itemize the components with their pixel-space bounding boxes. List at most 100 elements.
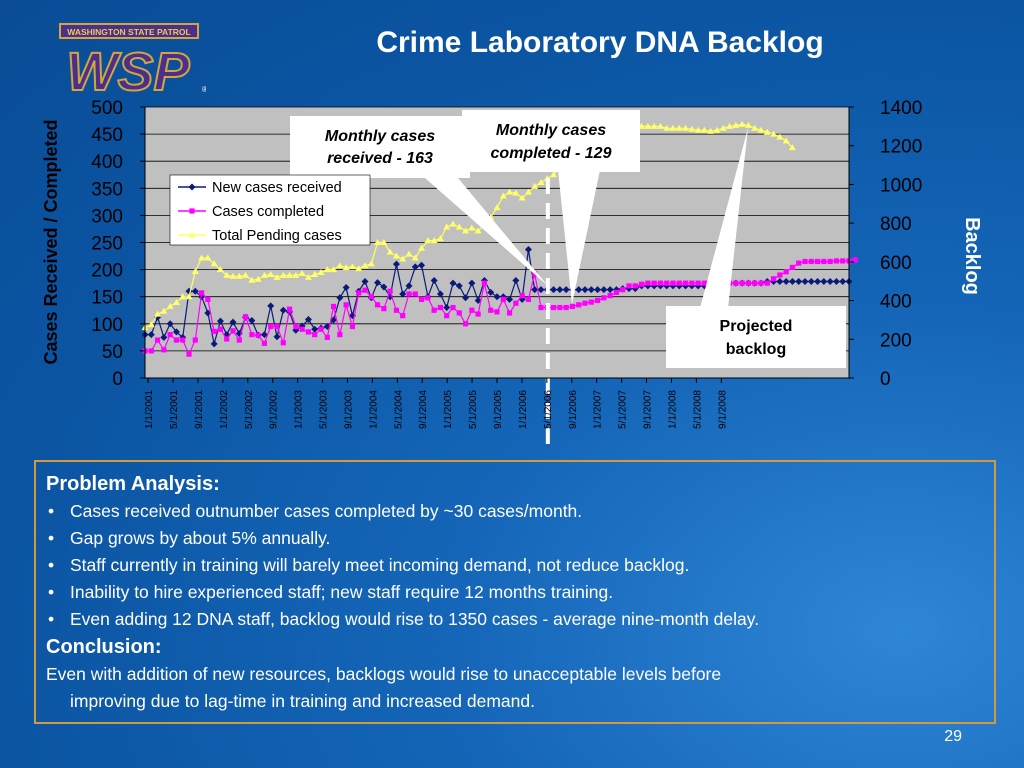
data-point bbox=[744, 121, 752, 128]
data-point bbox=[763, 128, 771, 135]
data-point bbox=[840, 258, 846, 264]
data-point bbox=[468, 279, 476, 287]
data-point bbox=[147, 331, 155, 339]
data-point bbox=[764, 280, 770, 286]
data-point bbox=[626, 283, 632, 289]
data-point bbox=[839, 278, 847, 286]
dna-backlog-chart: 0 50 100 150 200 250 300 350 400 450 500 0 200 400 600… bbox=[41, 98, 983, 429]
data-point bbox=[788, 144, 796, 151]
data-point bbox=[368, 294, 374, 300]
data-point bbox=[456, 310, 462, 316]
callout-projected-line2: backlog bbox=[726, 341, 786, 358]
y2-tick-label: 400 bbox=[880, 292, 912, 313]
data-point bbox=[293, 323, 299, 330]
data-point bbox=[607, 293, 613, 299]
data-point bbox=[713, 126, 721, 133]
data-point bbox=[211, 328, 217, 334]
axes-layer: 0 50 100 150 200 250 300 350 400 450 500 0 200 400 600… bbox=[41, 98, 983, 429]
data-point bbox=[738, 120, 746, 127]
data-point bbox=[431, 307, 437, 313]
data-point bbox=[205, 296, 211, 303]
data-point bbox=[173, 337, 180, 343]
problem-analysis-box: Problem Analysis: Cases received outnumb… bbox=[34, 460, 996, 724]
y2-tick-label: 1400 bbox=[880, 98, 922, 119]
data-point bbox=[827, 258, 833, 265]
data-point bbox=[852, 257, 858, 263]
data-point bbox=[374, 302, 381, 308]
data-point bbox=[412, 291, 418, 297]
data-point bbox=[317, 269, 325, 276]
x-tick-label: 5/1/2003 bbox=[319, 390, 330, 429]
y2-tick-label: 200 bbox=[880, 330, 912, 351]
data-point bbox=[355, 265, 363, 272]
data-point bbox=[405, 282, 413, 290]
data-point bbox=[216, 317, 224, 325]
data-point bbox=[299, 326, 305, 332]
x-tick-label: 5/1/2002 bbox=[244, 390, 255, 429]
data-point bbox=[462, 321, 469, 327]
data-point bbox=[418, 296, 425, 303]
y-tick-label: 500 bbox=[91, 98, 123, 119]
data-point bbox=[449, 279, 457, 287]
data-point bbox=[304, 273, 312, 280]
data-point bbox=[356, 290, 362, 296]
data-point bbox=[645, 280, 651, 286]
data-point bbox=[273, 273, 281, 280]
y-tick-label: 150 bbox=[91, 288, 123, 309]
data-point bbox=[512, 189, 520, 196]
x-tick-label: 1/1/2003 bbox=[294, 390, 305, 429]
data-point bbox=[664, 280, 670, 286]
data-point bbox=[392, 260, 400, 268]
data-point bbox=[425, 295, 431, 301]
data-point bbox=[154, 337, 161, 343]
bullet-item: Cases received outnumber cases completed… bbox=[46, 498, 984, 525]
data-point bbox=[229, 272, 237, 279]
page-number: 29 bbox=[944, 728, 962, 745]
data-point bbox=[745, 280, 752, 286]
data-point bbox=[336, 294, 344, 302]
data-point bbox=[380, 239, 388, 245]
slide-title: Crime Laboratory DNA Backlog bbox=[376, 26, 824, 59]
data-point bbox=[323, 266, 331, 273]
data-point bbox=[468, 224, 476, 231]
data-point bbox=[279, 306, 287, 314]
data-point bbox=[374, 279, 382, 287]
y-tick-label: 100 bbox=[91, 315, 123, 336]
callout-projected-pointer bbox=[700, 128, 748, 308]
y2-tick-label: 1000 bbox=[880, 175, 922, 196]
data-point bbox=[682, 124, 690, 131]
data-point bbox=[210, 260, 218, 267]
data-point bbox=[261, 340, 268, 346]
data-point bbox=[216, 266, 224, 273]
data-point bbox=[676, 280, 682, 286]
data-point bbox=[594, 297, 601, 304]
data-point bbox=[550, 171, 558, 178]
data-point bbox=[185, 293, 193, 300]
x-tick-label: 5/1/2007 bbox=[618, 390, 629, 429]
data-point bbox=[782, 137, 790, 144]
data-point bbox=[475, 311, 481, 317]
data-point bbox=[405, 250, 413, 257]
data-point bbox=[267, 302, 275, 310]
y2-tick-label: 0 bbox=[880, 369, 891, 390]
data-point bbox=[172, 328, 180, 336]
data-point bbox=[651, 280, 657, 286]
logo-wsp-mark: WSP bbox=[66, 42, 190, 96]
data-point bbox=[506, 188, 514, 195]
data-point bbox=[418, 261, 426, 269]
data-point bbox=[437, 304, 444, 311]
data-point bbox=[796, 260, 802, 266]
data-point bbox=[337, 332, 343, 338]
callout-completed-line2: completed - 129 bbox=[491, 145, 612, 162]
data-point bbox=[161, 347, 167, 353]
data-point bbox=[230, 328, 236, 334]
data-point bbox=[154, 310, 162, 317]
data-point bbox=[481, 280, 488, 286]
x-tick-label: 5/1/2008 bbox=[692, 390, 703, 429]
data-point bbox=[494, 309, 500, 315]
data-point bbox=[374, 239, 382, 245]
data-point bbox=[777, 272, 783, 278]
data-point bbox=[399, 290, 407, 298]
data-point bbox=[223, 271, 231, 278]
data-point bbox=[455, 223, 463, 230]
